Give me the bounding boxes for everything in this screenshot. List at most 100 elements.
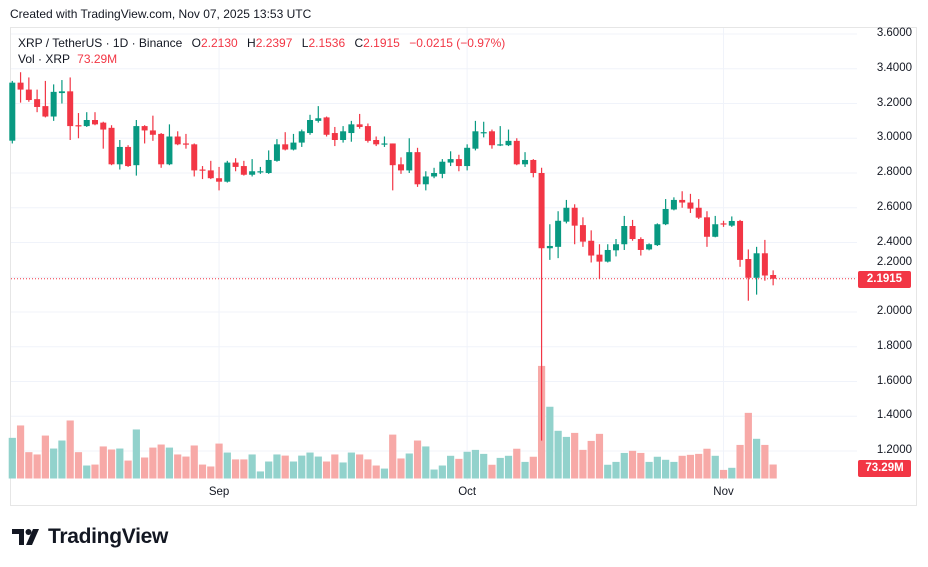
candle-body [397,164,404,171]
candle-body [364,126,371,141]
last-price-tag: 2.1915 [858,271,911,288]
candle-body [770,274,777,279]
volume-bar [736,444,744,479]
candle-body [447,159,454,163]
candle-body [654,224,661,246]
volume-bar [678,455,686,479]
candle [108,125,115,166]
volume-bar [604,464,612,479]
candle-body [563,207,570,222]
candle-body [75,125,82,127]
candle [149,115,156,141]
candle [464,144,471,171]
volume-bar [331,454,339,479]
close-value: 2.1915 [363,36,400,50]
volume-bar [488,464,496,479]
grid [11,28,857,480]
volume-bar [521,461,529,479]
candle [166,124,173,166]
candle-body [662,208,669,225]
price-tick-label: 3.6000 [876,27,912,39]
volume-bar [165,447,174,479]
volume-bar [380,468,389,479]
candle-body [712,224,719,237]
candle-body [232,162,239,167]
volume-bar [16,425,25,479]
candle [174,131,181,146]
volume-bar [124,460,132,479]
candle [50,84,57,121]
candle-body [687,202,694,209]
candle-body [17,82,24,90]
candle-body [588,240,595,256]
volume-bar [529,456,537,479]
symbol-title[interactable]: XRP / TetherUS · 1D · Binance [18,36,183,50]
candle [770,270,777,286]
volume-bar [33,454,41,479]
candle-body [58,91,65,94]
volume-bar [546,406,554,479]
candle-body [331,133,338,140]
candle [571,204,578,245]
last-volume-tag: 73.29M [858,460,911,477]
candle-body [182,143,189,145]
candle-body [307,120,314,134]
candle-body [133,126,140,166]
candle-body [761,253,768,276]
candle-body [753,253,760,278]
candle-body [464,147,471,167]
volume-bar [141,457,149,479]
candle-body [431,173,438,177]
volume-bar [347,452,355,479]
candle [249,159,256,177]
volume-bar [504,455,513,479]
tradingview-logo[interactable]: TradingView [12,525,168,549]
price-tick-label: 2.8000 [876,166,912,178]
candle-body [703,217,710,237]
candle [530,159,537,178]
open-label: O [191,36,201,50]
volume-bar [571,432,579,479]
volume-bar [438,465,446,479]
candle-body [679,199,686,203]
created-with-watermark: Created with TradingView.com, Nov 07, 20… [10,7,312,21]
candle [439,159,446,179]
candle-body [348,124,355,134]
volume-bar [711,455,719,479]
candle [323,116,330,137]
candle-body [282,144,289,150]
volume-value: 73.29M [77,52,118,66]
price-tick-label: 2.4000 [876,235,912,248]
candle-body [149,130,156,135]
candle [290,133,297,151]
volume-bar [620,452,628,479]
volume-bar [430,469,438,479]
volume-bar [116,448,124,479]
candle-body [555,220,562,247]
price-tick-label: 1.4000 [876,409,912,422]
volume-bar [174,454,182,479]
candle [125,145,132,167]
candle [75,113,82,139]
candle-body [414,152,421,185]
candle-body [422,176,429,185]
chart-frame[interactable] [10,27,917,506]
candle [191,143,198,177]
volume-bar [595,433,604,479]
candle [629,219,636,241]
volume-bar [496,457,504,479]
price-tick-label: 3.2000 [876,96,912,109]
candle [224,160,231,183]
volume-bar [703,448,711,479]
candle [613,239,620,257]
candle [207,160,214,180]
candle [331,126,338,147]
candle [116,139,123,170]
candle-body [596,254,603,262]
candle-body [480,132,487,134]
volume-label[interactable]: Vol · XRP [18,52,70,66]
tradingview-logo-text: TradingView [48,525,169,548]
volume-bar [463,451,471,479]
volume-bar [728,467,736,479]
